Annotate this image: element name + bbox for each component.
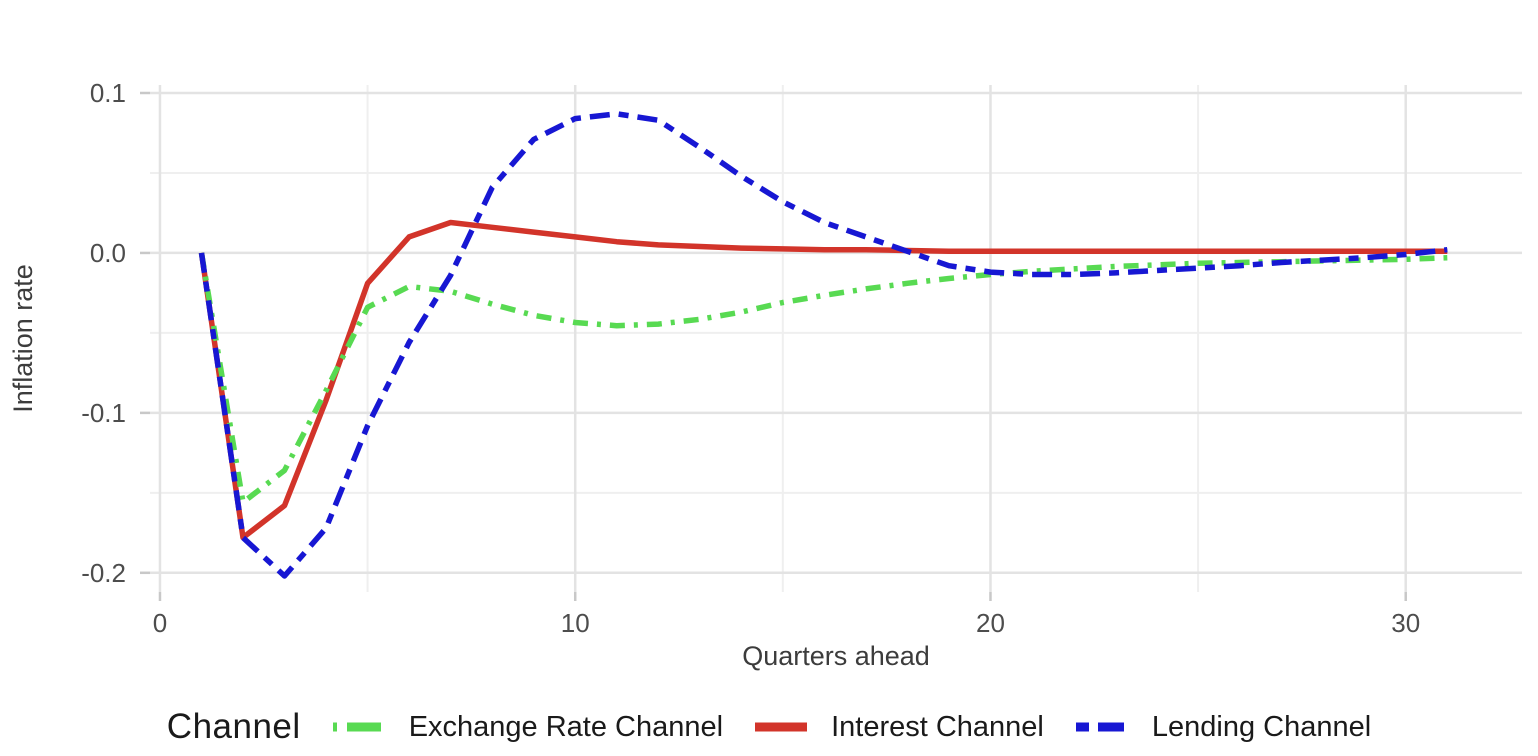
line-lending-channel <box>198 111 1448 579</box>
legend-label: Exchange Rate Channel <box>408 710 724 743</box>
grid-minor <box>150 85 1522 592</box>
legend-label: Interest Channel <box>831 710 1044 743</box>
y-tick-label: 0.0 <box>90 238 126 268</box>
axis-ticks <box>140 91 1407 601</box>
x-tick-label: 0 <box>153 608 167 638</box>
grid-major <box>150 85 1522 592</box>
y-tick-label: -0.1 <box>81 398 126 428</box>
y-tick-labels: 0.1 0.0 -0.1 -0.2 <box>81 78 126 588</box>
line-chart-canvas: 0 10 20 30 0.1 0.0 -0.1 -0.2 Quarters ahead Infla… <box>8 78 1522 671</box>
legend-key-dashed-icon <box>1075 722 1128 732</box>
legend-key-dashdot-icon <box>332 722 385 732</box>
x-tick-labels: 0 10 20 30 <box>153 608 1420 638</box>
y-tick-label: -0.2 <box>81 558 126 588</box>
x-tick-label: 10 <box>561 608 590 638</box>
x-tick-label: 20 <box>976 608 1005 638</box>
line-exchange-rate-channel <box>198 252 1448 506</box>
legend-title: Channel <box>166 707 301 746</box>
legend-item-exchange-rate-channel: Exchange Rate Channel <box>331 711 723 744</box>
legend-key-solid-icon <box>755 722 808 732</box>
x-tick-label: 30 <box>1391 608 1420 638</box>
line-interest-channel <box>198 219 1448 541</box>
legend-item-lending-channel: Lending Channel <box>1074 711 1371 744</box>
legend: Channel Exchange Rate Channel Interest C… <box>0 698 1538 756</box>
legend-item-interest-channel: Interest Channel <box>753 711 1044 744</box>
y-axis-title: Inflation rate <box>8 264 38 413</box>
legend-label: Lending Channel <box>1151 710 1372 743</box>
y-tick-label: 0.1 <box>90 78 126 108</box>
x-axis-title: Quarters ahead <box>742 641 930 671</box>
